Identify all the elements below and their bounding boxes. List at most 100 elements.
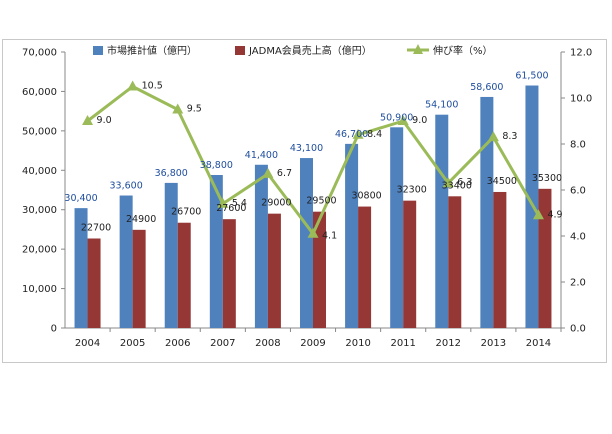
y-left-tick-label: 20,000 bbox=[22, 245, 57, 256]
bar-jadma-sales bbox=[267, 213, 281, 328]
label-jadma-sales: 22700 bbox=[81, 222, 111, 233]
growth-rate-marker bbox=[487, 131, 499, 142]
label-jadma-sales: 33400 bbox=[442, 180, 472, 191]
bar-jadma-sales bbox=[313, 211, 326, 328]
label-market-estimate: 46,700 bbox=[335, 129, 368, 140]
label-jadma-sales: 29000 bbox=[261, 198, 291, 209]
legend-swatch-jadma-sales bbox=[235, 46, 245, 55]
label-jadma-sales: 34500 bbox=[487, 176, 517, 187]
growth-rate-marker bbox=[532, 209, 544, 220]
label-jadma-sales: 29500 bbox=[306, 196, 336, 207]
y-left-tick-label: 70,000 bbox=[22, 48, 57, 59]
y-left-tick-label: 40,000 bbox=[22, 166, 57, 177]
growth-rate-marker bbox=[352, 128, 364, 139]
growth-rate-marker bbox=[397, 115, 409, 125]
legend: 市場推計値（億円） JADMA会員売上高（億円） 伸び率（%） bbox=[93, 44, 493, 57]
x-category-label: 2014 bbox=[526, 338, 551, 349]
label-market-estimate: 33,600 bbox=[110, 181, 143, 192]
label-growth-rate: 9.0 bbox=[412, 115, 427, 126]
label-market-estimate: 54,100 bbox=[425, 100, 458, 111]
bar-jadma-sales bbox=[538, 188, 552, 328]
bar-market-estimate bbox=[74, 208, 88, 328]
growth-rate-marker bbox=[82, 115, 94, 125]
bar-jadma-sales bbox=[177, 222, 191, 328]
y-right-tick-label: 0.0 bbox=[570, 324, 586, 335]
label-jadma-sales: 35300 bbox=[532, 173, 562, 184]
bar-jadma-sales bbox=[448, 196, 462, 328]
legend-label-jadma-sales: JADMA会員売上高（億円） bbox=[248, 44, 372, 57]
bar-market-estimate bbox=[209, 175, 223, 328]
growth-rate-marker bbox=[172, 103, 184, 114]
bar-jadma-sales bbox=[493, 191, 507, 328]
label-growth-rate: 4.1 bbox=[322, 231, 337, 242]
combo-chart: 0 10,000 20,000 30,000 40,000 50,000 60,000 70,… bbox=[22, 44, 592, 350]
data-labels: 30,400 33,600 36,800 38,800 41,400 43,100 46,7… bbox=[64, 71, 562, 242]
legend-marker-growth-rate bbox=[413, 44, 423, 54]
label-jadma-sales: 26700 bbox=[171, 207, 201, 218]
y-left-tick-label: 50,000 bbox=[22, 126, 57, 137]
y-right-tick-label: 6.0 bbox=[570, 186, 586, 197]
x-category-label: 2011 bbox=[390, 338, 415, 349]
bar-market-estimate bbox=[435, 114, 449, 328]
y-left-tick-label: 30,000 bbox=[22, 205, 57, 216]
growth-rate-marker bbox=[127, 80, 139, 91]
label-jadma-sales: 30800 bbox=[351, 191, 381, 202]
label-growth-rate: 9.5 bbox=[187, 104, 202, 115]
y-right-tick-label: 4.0 bbox=[570, 232, 586, 243]
label-market-estimate: 43,100 bbox=[290, 143, 323, 154]
x-category-label: 2006 bbox=[165, 338, 190, 349]
growth-line bbox=[82, 80, 544, 238]
label-growth-rate: 5.4 bbox=[232, 198, 247, 209]
label-growth-rate: 8.3 bbox=[502, 131, 517, 142]
label-market-estimate: 30,400 bbox=[64, 193, 97, 204]
growth-rate-marker bbox=[442, 177, 454, 188]
legend-swatch-market-estimate bbox=[93, 46, 103, 55]
y-left-tick-label: 0 bbox=[51, 324, 57, 335]
bar-jadma-sales bbox=[132, 229, 146, 328]
y-left-tick-label: 60,000 bbox=[22, 87, 57, 98]
label-jadma-sales: 27600 bbox=[216, 203, 246, 214]
growth-rate-marker bbox=[262, 167, 274, 178]
x-category-label: 2013 bbox=[481, 338, 506, 349]
x-category-label: 2004 bbox=[75, 338, 100, 349]
label-jadma-sales: 24900 bbox=[126, 214, 156, 225]
bars bbox=[74, 85, 552, 329]
label-market-estimate: 50,900 bbox=[380, 112, 413, 123]
label-growth-rate: 8.4 bbox=[367, 129, 382, 140]
x-category-label: 2009 bbox=[300, 338, 325, 349]
bar-jadma-sales bbox=[358, 206, 372, 328]
label-market-estimate: 36,800 bbox=[155, 168, 188, 179]
y-right-tick-label: 12.0 bbox=[570, 48, 592, 59]
label-growth-rate: 10.5 bbox=[142, 81, 163, 92]
bar-market-estimate bbox=[345, 143, 359, 328]
bar-jadma-sales bbox=[403, 200, 417, 328]
bar-market-estimate bbox=[164, 182, 178, 328]
label-market-estimate: 61,500 bbox=[515, 71, 548, 82]
bar-market-estimate bbox=[300, 158, 313, 328]
x-category-label: 2010 bbox=[345, 338, 370, 349]
label-jadma-sales: 32300 bbox=[397, 185, 427, 196]
x-category-label: 2008 bbox=[255, 338, 280, 349]
label-growth-rate: 6.7 bbox=[277, 168, 292, 179]
y-right-tick-label: 10.0 bbox=[570, 94, 592, 105]
label-growth-rate: 6.3 bbox=[457, 177, 472, 188]
axes: 0 10,000 20,000 30,000 40,000 50,000 60,000 70,… bbox=[22, 48, 592, 350]
label-market-estimate: 58,600 bbox=[470, 82, 503, 93]
bar-market-estimate bbox=[390, 127, 404, 329]
x-category-label: 2005 bbox=[120, 338, 145, 349]
legend-label-market-estimate: 市場推計値（億円） bbox=[107, 44, 197, 57]
bar-market-estimate bbox=[480, 96, 494, 328]
label-market-estimate: 38,800 bbox=[200, 160, 233, 171]
legend-label-growth-rate: 伸び率（%） bbox=[433, 44, 493, 57]
bar-market-estimate bbox=[254, 164, 268, 328]
bar-jadma-sales bbox=[87, 238, 101, 328]
y-left-tick-label: 10,000 bbox=[22, 284, 57, 295]
y-right-tick-label: 8.0 bbox=[570, 140, 586, 151]
growth-rate-marker bbox=[307, 227, 319, 238]
x-category-label: 2012 bbox=[436, 338, 461, 349]
y-right-tick-label: 2.0 bbox=[570, 278, 586, 289]
chart-frame: 0 10,000 20,000 30,000 40,000 50,000 60,000 70,… bbox=[2, 39, 607, 363]
label-growth-rate: 4.9 bbox=[547, 209, 562, 220]
label-growth-rate: 9.0 bbox=[97, 115, 112, 126]
x-category-label: 2007 bbox=[210, 338, 235, 349]
